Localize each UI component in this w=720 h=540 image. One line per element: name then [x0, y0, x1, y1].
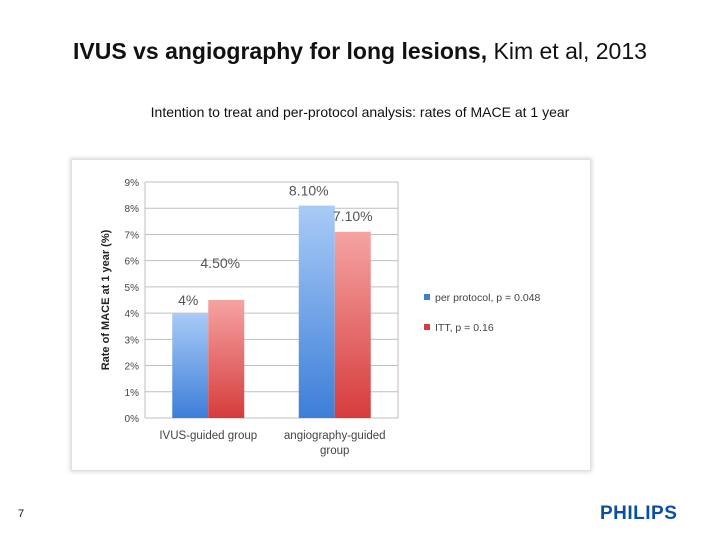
- y-tick-label: 1%: [125, 388, 140, 399]
- chart-bars: [172, 205, 371, 418]
- y-tick-label: 8%: [125, 204, 140, 215]
- y-tick-label: 6%: [125, 257, 140, 268]
- legend-swatch: [424, 294, 430, 300]
- x-axis-ticks: IVUS-guided group angiography-guided group: [159, 430, 385, 457]
- bar: [334, 231, 371, 418]
- slide-title: IVUS vs angiography for long lesions, Ki…: [0, 38, 720, 65]
- data-label: 8.10%: [289, 183, 329, 199]
- slide-title-rest: Kim et al, 2013: [487, 38, 647, 64]
- y-tick-label: 9%: [125, 178, 140, 189]
- x-tick-label: group: [320, 445, 349, 457]
- y-tick-label: 0%: [125, 414, 140, 425]
- legend-swatch: [424, 324, 430, 330]
- slide-title-bold: IVUS vs angiography for long lesions,: [73, 38, 488, 64]
- chart-subtitle: Intention to treat and per-protocol anal…: [150, 104, 570, 120]
- x-tick-label: IVUS-guided group: [159, 430, 257, 442]
- data-label: 4%: [178, 292, 198, 308]
- page-number: 7: [18, 508, 25, 520]
- y-tick-label: 2%: [125, 362, 140, 373]
- bar: [298, 205, 335, 418]
- data-label: 7.10%: [333, 208, 373, 224]
- y-tick-label: 7%: [125, 230, 140, 241]
- data-labels: 4% 4.50% 8.10%7.10%: [178, 183, 372, 309]
- y-tick-label: 5%: [125, 283, 140, 294]
- x-tick-label: angiography-guided: [284, 430, 386, 442]
- y-tick-label: 3%: [125, 335, 140, 346]
- data-label: 4.50%: [200, 255, 240, 271]
- bar: [172, 313, 209, 418]
- y-tick-label: 4%: [125, 309, 140, 320]
- y-axis-label: Rate of MACE at 1 year (%): [100, 229, 112, 370]
- legend-label: ITT, p = 0.16: [435, 322, 494, 334]
- bar: [208, 300, 245, 418]
- legend-label: per protocol, p = 0.048: [435, 292, 541, 304]
- philips-logo: PHILIPS: [600, 503, 678, 524]
- chart-legend: per protocol, p = 0.048 ITT, p = 0.16: [424, 292, 541, 334]
- y-axis-ticks: 0% 1% 2% 3% 4% 5% 6% 7% 8% 9%: [125, 178, 140, 425]
